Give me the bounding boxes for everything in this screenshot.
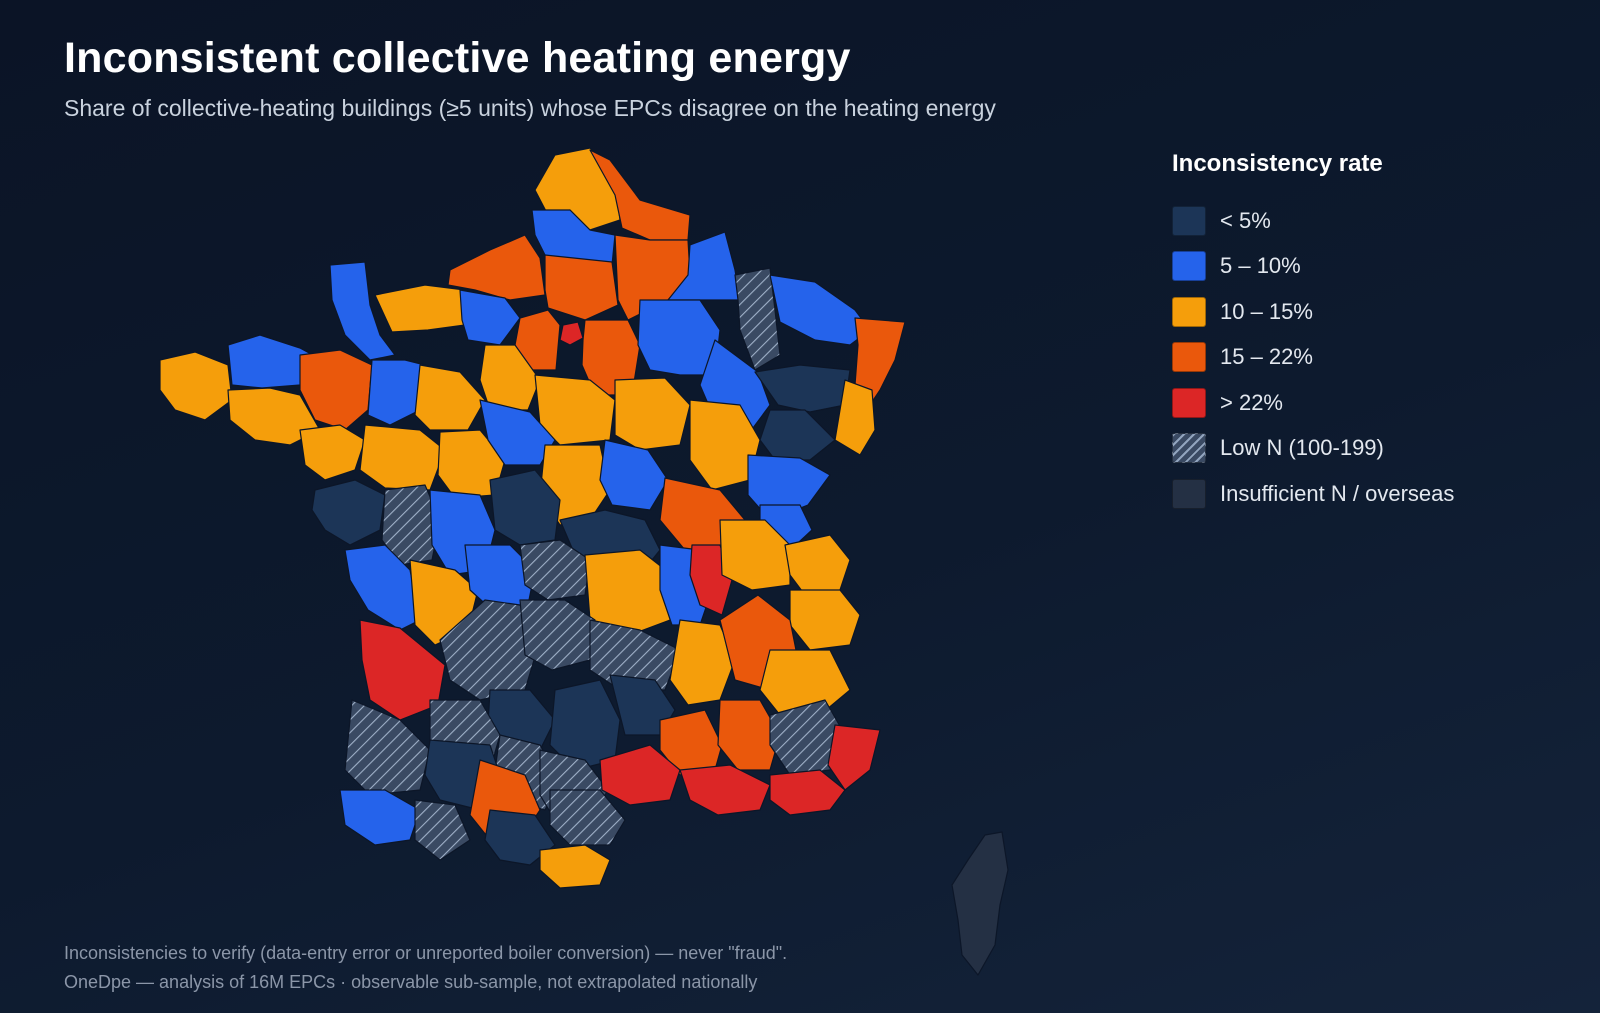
- legend-swatch-insuf: [1172, 478, 1206, 509]
- department-indre: [489, 469, 561, 546]
- department-maine-loire: [359, 424, 446, 491]
- legend-label-5to10: 5 – 10%: [1220, 253, 1301, 279]
- department-ardennes: [667, 231, 741, 301]
- department-marne: [637, 299, 721, 376]
- legend-swatch-lown: [1172, 433, 1206, 464]
- department-moselle: [769, 274, 871, 346]
- legend-swatch-15to22: [1172, 342, 1206, 373]
- department-sarthe: [414, 364, 486, 431]
- legend-swatch-gt22: [1172, 387, 1206, 418]
- department-creuse: [519, 539, 591, 601]
- department-vendee: [311, 479, 386, 546]
- legend-items: < 5% 5 – 10% 10 – 15% 15 – 22% > 22% Low N (1…: [1172, 198, 1454, 517]
- department-bas-rhin: [854, 317, 906, 406]
- footer-note: Inconsistencies to verify (data-entry er…: [64, 943, 788, 963]
- department-isere: [719, 519, 791, 591]
- department-alpes-hte-prov: [769, 699, 846, 776]
- page-title: Inconsistent collective heating energy: [64, 34, 851, 82]
- legend-item-lown: Low N (100-199): [1172, 426, 1454, 472]
- legend-label-lt5: < 5%: [1220, 207, 1271, 233]
- legend-item-5to10: 5 – 10%: [1172, 244, 1454, 290]
- department-eure-loir: [479, 344, 541, 411]
- department-yonne: [614, 377, 691, 451]
- legend-swatch-5to10: [1172, 251, 1206, 282]
- department-manche: [329, 261, 396, 361]
- department-finistere: [159, 351, 233, 421]
- department-haute-savoie: [784, 534, 851, 596]
- legend-label-gt22: > 22%: [1220, 389, 1283, 415]
- department-landes: [344, 699, 431, 796]
- department-pyrenees-orient: [539, 844, 611, 889]
- department-ille-vilaine: [299, 349, 373, 431]
- department-nievre: [599, 439, 669, 511]
- department-pyrenees-atl: [339, 789, 421, 846]
- legend-swatch-lt5: [1172, 205, 1206, 236]
- department-alpes-maritimes: [827, 724, 881, 791]
- map-legend: Inconsistency rate < 5% 5 – 10% 10 – 15% 15…: [1172, 150, 1454, 517]
- legend-swatch-10to15: [1172, 296, 1206, 327]
- department-vaucluse: [717, 699, 781, 771]
- department-oise-aisne: [544, 254, 619, 321]
- department-gard: [599, 744, 681, 806]
- department-haut-rhin: [834, 379, 876, 456]
- department-corse: [951, 831, 1009, 976]
- department-seine-maritime: [447, 234, 546, 301]
- department-savoie: [789, 589, 861, 651]
- legend-item-lt5: < 5%: [1172, 198, 1454, 244]
- legend-item-15to22: 15 – 22%: [1172, 335, 1454, 381]
- department-var: [769, 769, 846, 816]
- department-ariege: [484, 809, 556, 866]
- department-seine-marne: [581, 319, 641, 396]
- legend-label-10to15: 10 – 15%: [1220, 298, 1313, 324]
- department-cantal: [589, 619, 681, 691]
- department-gironde: [359, 619, 446, 721]
- department-bouches-rhone: [679, 764, 771, 816]
- legend-label-insuf: Insufficient N / overseas: [1220, 480, 1455, 506]
- department-doubs: [759, 409, 836, 461]
- legend-title: Inconsistency rate: [1172, 150, 1383, 177]
- department-paris: [559, 321, 584, 346]
- legend-item-10to15: 10 – 15%: [1172, 289, 1454, 335]
- legend-item-insuf: Insufficient N / overseas: [1172, 471, 1454, 517]
- department-jura: [747, 454, 831, 521]
- footer-source: OneDpe — analysis of 16M EPCs · observab…: [64, 972, 758, 992]
- legend-label-15to22: 15 – 22%: [1220, 344, 1313, 370]
- department-hautes-pyrenees: [414, 799, 471, 861]
- department-dordogne: [439, 599, 541, 701]
- legend-label-lown: Low N (100-199): [1220, 435, 1384, 461]
- department-charente-mar: [344, 544, 421, 631]
- department-loire-atlantique: [299, 424, 366, 481]
- department-aude: [549, 789, 626, 846]
- page-subtitle: Share of collective-heating buildings (≥…: [64, 95, 996, 121]
- legend-item-gt22: > 22%: [1172, 380, 1454, 426]
- department-calvados: [374, 284, 466, 333]
- department-loir-cher: [479, 399, 556, 466]
- department-deux-sevres: [381, 484, 441, 566]
